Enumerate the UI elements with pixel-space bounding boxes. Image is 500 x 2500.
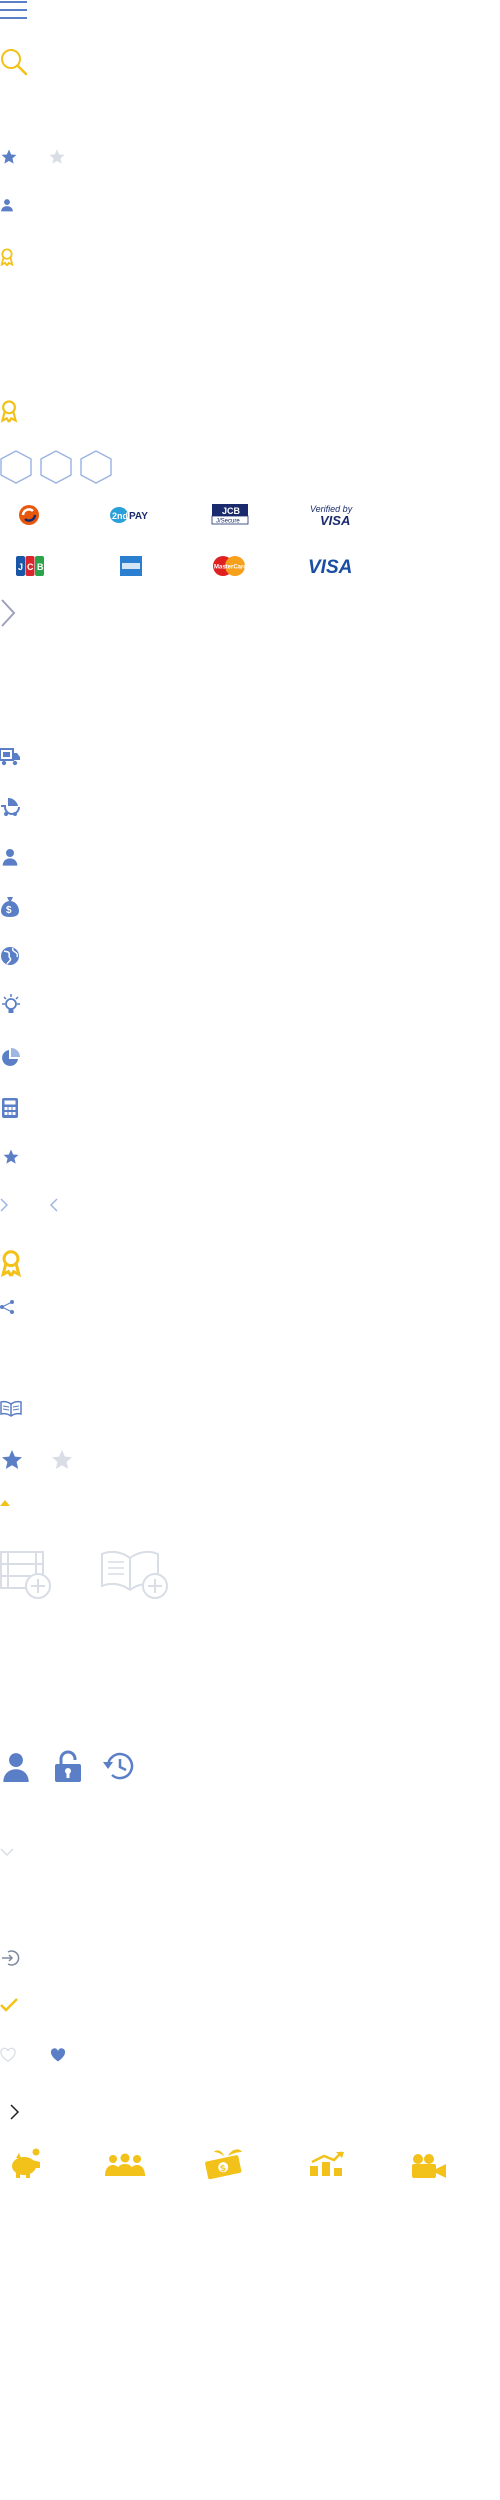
- baby-stroller-icon: [0, 796, 20, 816]
- payment-logo-mastercard: MasterCard: [212, 556, 247, 576]
- star-empty-icon[interactable]: [50, 1448, 74, 1472]
- svg-text:MasterCard: MasterCard: [214, 565, 247, 571]
- svg-text:Verified by: Verified by: [310, 504, 353, 514]
- payment-logo-2ndpay: 2nd PAY: [110, 506, 154, 524]
- chevron-down-icon[interactable]: [0, 1848, 14, 1857]
- svg-text:B: B: [37, 562, 44, 572]
- svg-text:$: $: [6, 905, 12, 916]
- piggy-bank-icon: [10, 2148, 42, 2178]
- chevron-right-icon[interactable]: [0, 1198, 9, 1212]
- user-icon: [0, 198, 14, 212]
- logout-icon[interactable]: [0, 1948, 20, 1968]
- chevron-left-icon[interactable]: [49, 1198, 58, 1212]
- hexagon-icon: [0, 450, 32, 484]
- heart-outline-icon[interactable]: [0, 2047, 16, 2063]
- pie-chart-icon: [0, 1048, 20, 1068]
- globe-icon: [0, 946, 20, 966]
- group-icon: [104, 2153, 146, 2176]
- chevron-right-icon[interactable]: [0, 598, 16, 628]
- share-icon[interactable]: [0, 1300, 14, 1314]
- star-filled-icon[interactable]: [0, 148, 18, 166]
- money-bag-icon: $: [0, 896, 20, 918]
- svg-text:VISA: VISA: [308, 557, 352, 578]
- video-camera-icon: [410, 2154, 446, 2178]
- user-icon: [2, 848, 18, 866]
- history-icon[interactable]: [102, 1750, 136, 1782]
- chevron-right-icon[interactable]: [10, 2104, 20, 2120]
- book-add-icon[interactable]: [100, 1548, 170, 1600]
- payment-logo-amex: [120, 556, 142, 576]
- star-filled-icon[interactable]: [0, 1448, 24, 1472]
- svg-text:C: C: [27, 562, 34, 572]
- svg-text:2nd: 2nd: [112, 511, 128, 521]
- open-book-icon: [0, 1400, 22, 1417]
- payment-logo-visa: VISA: [308, 556, 356, 578]
- checkmark-icon: [0, 1998, 18, 2012]
- svg-text:VISA: VISA: [320, 513, 350, 528]
- star-empty-icon[interactable]: [48, 148, 66, 166]
- money-growth-icon: $: [198, 2148, 250, 2180]
- payment-logo-verified-by-visa: Verified by VISA: [308, 502, 354, 528]
- lightbulb-icon: [0, 994, 22, 1018]
- svg-text:J: J: [18, 562, 23, 572]
- user-icon[interactable]: [2, 1752, 30, 1782]
- svg-text:PAY: PAY: [129, 511, 148, 522]
- award-icon: [0, 400, 18, 423]
- svg-text:J/Secure: J/Secure: [216, 519, 240, 525]
- hamburger-menu-icon[interactable]: [0, 0, 30, 22]
- heart-filled-icon[interactable]: [50, 2048, 66, 2062]
- truck-icon: [0, 748, 20, 766]
- caret-up-icon[interactable]: [0, 1500, 10, 1506]
- hexagon-icon: [80, 450, 112, 484]
- svg-text:JCB: JCB: [222, 506, 241, 516]
- growth-chart-icon: [310, 2151, 344, 2176]
- payment-logo-swirl: [18, 504, 40, 526]
- lock-icon[interactable]: [54, 1750, 82, 1782]
- star-icon: [2, 1148, 20, 1166]
- search-icon[interactable]: [0, 48, 28, 76]
- award-icon: [0, 1250, 22, 1278]
- award-icon: [0, 248, 14, 267]
- payment-logo-jcb-secure: JCB J/Secure: [211, 504, 249, 525]
- svg-text:$: $: [219, 2163, 226, 2174]
- payment-logo-jcb: J C B: [16, 556, 44, 576]
- hexagon-icon: [40, 450, 72, 484]
- calculator-icon: [2, 1098, 18, 1118]
- film-add-icon[interactable]: [0, 1548, 52, 1600]
